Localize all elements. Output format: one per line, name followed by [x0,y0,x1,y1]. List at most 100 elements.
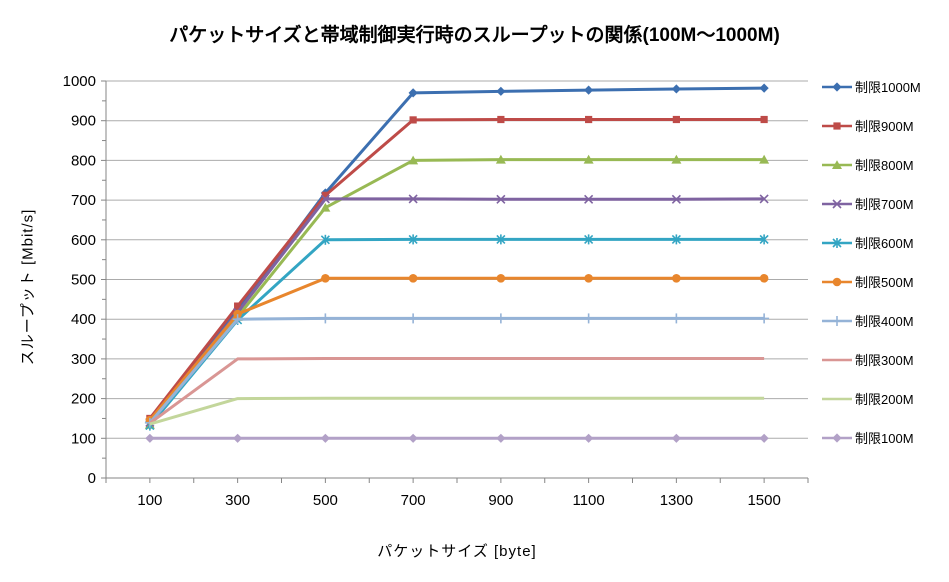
marker-x [320,194,330,204]
series-line-600m [145,234,769,431]
y-tick-label: 500 [71,272,96,289]
legend-marker-icon [822,159,852,169]
legend-marker-icon [822,315,852,326]
y-tick-label: 400 [71,311,96,328]
legend-marker-icon [822,121,852,130]
series-path [148,158,765,426]
marker-triangle [583,154,594,164]
marker-triangle [832,159,842,169]
legend-label: 制限200M [855,392,914,407]
series-line-400m [144,313,770,428]
x-tick-label: 1100 [572,492,604,509]
legend-label: 制限700M [855,197,914,212]
series-line-100m [145,433,769,443]
legend-label: 制限100M [855,431,914,446]
marker-triangle [320,202,331,212]
series-line-300m [148,357,765,425]
marker-diamond [759,433,769,443]
series-path [148,316,765,424]
legend-item-600m: 制限600M [821,223,921,262]
marker-diamond [496,86,506,96]
marker-x [584,194,594,204]
marker-square [409,116,417,124]
marker-square [234,302,242,310]
series-path [148,118,765,420]
legend-marker-icon [822,237,852,248]
x-axis-title: パケットサイズ [byte] [377,543,537,560]
marker-circle [584,274,593,283]
legend-label: 制限300M [855,353,914,368]
marker-square [585,115,593,124]
marker-square [321,191,329,199]
legend-marker-icon [822,81,852,92]
marker-diamond [408,88,418,98]
legend-marker-icon [822,397,852,400]
marker-circle [233,309,242,319]
y-axis-title: スループット [Mbit/s] [19,208,37,366]
legend-label: 制限600M [855,236,914,251]
marker-triangle [408,155,419,165]
y-tick-label: 600 [71,232,96,249]
legend-label: 制限800M [855,158,914,173]
y-tick-label: 0 [88,470,96,487]
y-tick-label: 100 [71,430,96,447]
series-path [149,396,765,426]
marker-circle [672,274,681,283]
series-path [148,86,765,423]
y-tick-label: 700 [71,192,96,209]
marker-square [760,115,768,124]
series-line-1000m [145,83,769,427]
legend-item-1000m: 制限1000M [821,67,921,106]
x-tick-label: 100 [137,492,162,509]
x-tick-label: 300 [225,492,250,509]
marker-square [672,115,680,124]
series-line-500m [145,274,769,425]
series-path [148,276,765,421]
x-tick-label: 700 [401,492,426,509]
marker-circle [832,277,842,286]
chart-legend: 制限1000M 制限900M 制限800M 制限700M 制限600M 制限500M 制限4… [821,67,921,457]
x-tick-label: 900 [488,492,513,509]
x-tick-label: 1300 [660,492,693,509]
marker-x [408,194,418,204]
series-line-800m [144,154,770,429]
marker-diamond [496,433,506,443]
series-line-200m [149,396,765,426]
legend-label: 制限500M [855,275,914,290]
marker-x [759,194,769,204]
legend-marker-icon [822,358,852,361]
legend-item-100m: 制限100M [821,418,921,457]
legend-item-200m: 制限200M [821,379,921,418]
marker-diamond [408,433,418,443]
marker-diamond [584,433,594,443]
marker-triangle [671,154,682,164]
marker-x [671,194,681,204]
marker-diamond [145,433,155,443]
legend-item-900m: 制限900M [821,106,921,145]
marker-circle [321,274,330,283]
legend-label: 制限1000M [855,80,921,95]
marker-diamond [233,433,243,443]
legend-item-500m: 制限500M [821,262,921,301]
marker-diamond [320,433,330,443]
y-tick-label: 1000 [63,73,96,90]
marker-diamond [832,81,842,92]
legend-marker-icon [822,432,852,443]
legend-marker-icon [822,277,852,286]
y-tick-label: 200 [71,391,96,408]
legend-label: 制限900M [855,119,914,134]
legend-marker-icon [822,198,852,209]
marker-x [496,194,506,204]
y-tick-label: 900 [71,113,96,130]
chart-title: パケットサイズと帯域制御実行時のスループットの関係(100M～1000M) [169,25,780,46]
marker-circle [759,274,769,283]
x-tick-label: 500 [313,492,338,509]
legend-label: 制限400M [855,314,914,329]
marker-diamond [584,85,594,95]
legend-item-300m: 制限300M [821,340,921,379]
marker-x [832,198,842,209]
marker-diamond [671,433,681,443]
y-tick-label: 800 [71,152,96,169]
legend-item-800m: 制限800M [821,145,921,184]
